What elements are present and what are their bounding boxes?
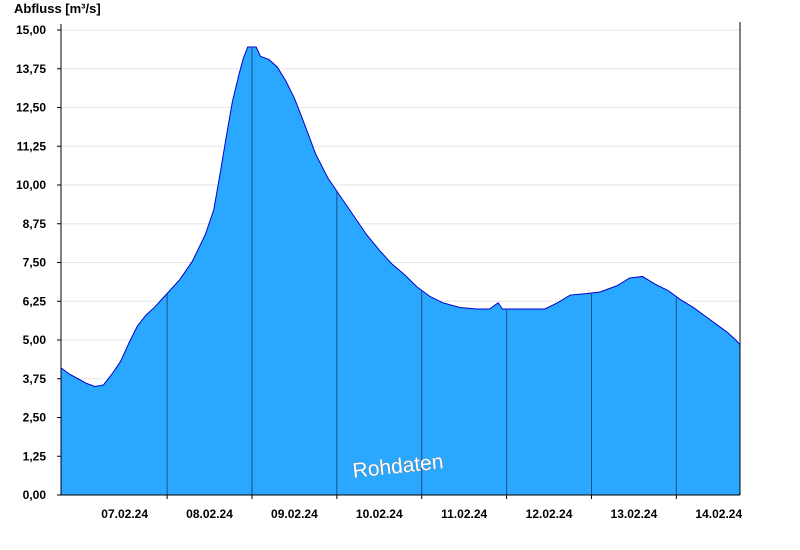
y-tick-label: 15,00: [16, 23, 46, 37]
y-tick-label: 10,00: [16, 178, 46, 192]
y-tick-label: 7,50: [23, 256, 47, 270]
y-tick-label: 5,00: [23, 333, 47, 347]
x-tick-label: 12.02.24: [526, 507, 573, 521]
y-tick-label: 11,25: [17, 139, 47, 153]
y-tick-label: 8,75: [23, 217, 47, 231]
y-tick-label: 13,75: [16, 62, 46, 76]
y-tick-label: 12,50: [16, 101, 46, 115]
x-tick-label: 09.02.24: [271, 507, 318, 521]
y-tick-label: 3,75: [23, 372, 47, 386]
y-axis-label: Abfluss [m³/s]: [14, 1, 101, 16]
x-tick-label: 10.02.24: [356, 507, 403, 521]
x-tick-label: 07.02.24: [101, 507, 148, 521]
x-tick-label: 11.02.24: [441, 507, 487, 521]
discharge-line: [60, 46, 741, 495]
day-separators: [166, 47, 677, 495]
axes: [60, 22, 741, 496]
y-tick-label: 1,25: [23, 449, 47, 463]
x-tick-label: 08.02.24: [186, 507, 233, 521]
y-ticks: 0,00 1,25 2,50 3,75 5,00 6,25 7,50 8,75 10,00 11,…: [16, 23, 61, 502]
y-tick-label: 6,25: [23, 294, 47, 308]
x-ticks: 07.02.24 08.02.24 09.02.24 10.02.24 11.02.24…: [101, 495, 742, 521]
discharge-area: [61, 47, 740, 496]
y-tick-label: 2,50: [23, 411, 47, 425]
x-tick-label: 13.02.24: [611, 507, 658, 521]
y-tick-label: 0,00: [23, 488, 47, 502]
x-tick-label: 14.02.24: [695, 507, 742, 521]
area-layer: [60, 46, 741, 496]
